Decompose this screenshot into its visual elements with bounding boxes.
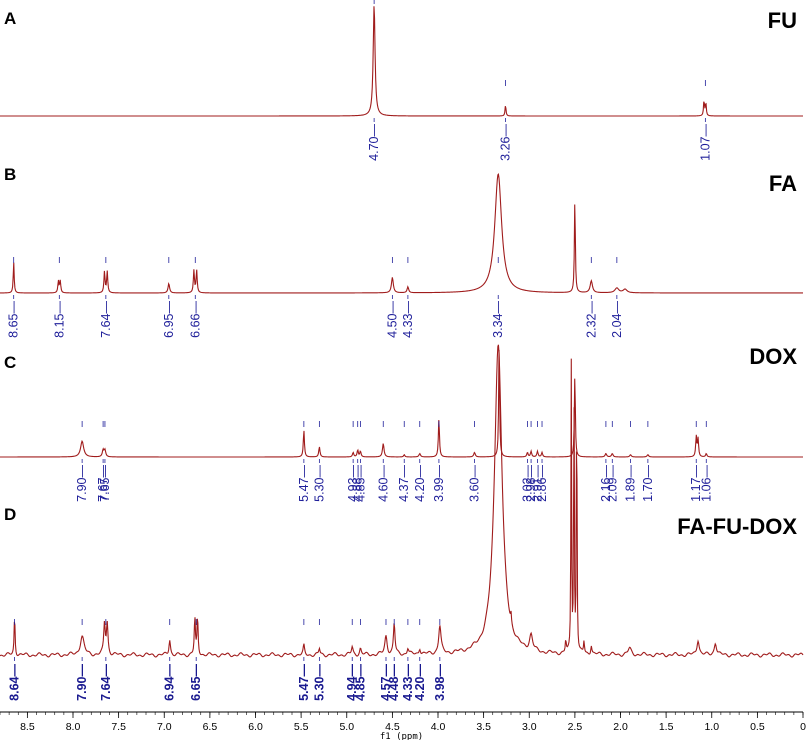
- peak-label: 6.94—: [163, 664, 177, 701]
- peak-label: 3.60—: [468, 465, 482, 502]
- panel-title: DOX: [749, 344, 797, 369]
- spectrum-panel-a: A FU 4.70— 3.26— 1.07—: [0, 0, 803, 161]
- spectrum-line: [0, 344, 804, 658]
- spectrum-line: [0, 173, 803, 294]
- peak-label: 2.86—: [535, 465, 549, 502]
- x-tick-label: 8.0: [66, 721, 81, 733]
- panel-title: FA-FU-DOX: [677, 514, 797, 539]
- peak-label: 4.60—: [376, 465, 390, 502]
- x-tick-label: 4.0: [431, 721, 446, 733]
- peak-label: 4.88—: [351, 465, 365, 502]
- peak-label: 4.37—: [397, 465, 411, 502]
- peak-label: 4.20—: [413, 465, 427, 502]
- x-tick-label: 1.5: [659, 721, 674, 733]
- x-tick-label: 3.0: [522, 721, 537, 733]
- peak-label: 4.33—: [401, 664, 415, 701]
- peak-label: 5.47—: [297, 664, 311, 701]
- peak-label: 7.64—: [99, 664, 113, 701]
- peak-label: 3.26—: [499, 124, 513, 161]
- x-tick-label: 6.5: [203, 721, 218, 733]
- panel-letter: A: [4, 9, 16, 28]
- x-tick-label: 3.5: [476, 721, 491, 733]
- x-tick-label: 1.0: [704, 721, 719, 733]
- spectrum-panel-d: D FA-FU-DOX 8.64— 7.90— 7.64— 6.94— 6.65— 5.47—…: [0, 344, 804, 701]
- peak-label: 2.04—: [610, 301, 624, 338]
- peak-label: 7.90—: [75, 465, 89, 502]
- peak-label: 1.89—: [624, 465, 638, 502]
- peak-label: 4.33—: [401, 301, 415, 338]
- peak-label: 8.65—: [7, 301, 21, 338]
- peak-label: 4.93—: [346, 465, 360, 502]
- peak-label: 7.90—: [75, 664, 89, 701]
- panel-letter: B: [4, 165, 16, 184]
- peak-label: 2.91—: [531, 465, 545, 502]
- peak-label: 3.02—: [520, 465, 534, 502]
- spectrum-panel-b: B FA 8.65— 8.15— 7.64— 6.95— 6.66— 4.50— 4.33— 3.…: [0, 165, 803, 338]
- peak-label: 3.98—: [433, 664, 447, 701]
- x-tick-label: 0: [800, 721, 806, 733]
- peak-label: 4.48—: [387, 664, 401, 701]
- peak-label: 4.85—: [353, 664, 367, 701]
- peak-label: 2.98—: [524, 465, 538, 502]
- peak-label: 5.30—: [312, 664, 326, 701]
- x-tick-label: 0.5: [750, 721, 765, 733]
- panel-title: FA: [769, 171, 797, 196]
- spectrum-line: [0, 350, 803, 458]
- peak-label: 4.50—: [385, 301, 399, 338]
- peak-label: 6.95—: [162, 301, 176, 338]
- peak-label: 5.47—: [297, 465, 311, 502]
- peak-label: 3.34—: [491, 301, 505, 338]
- x-tick-label: 6.0: [248, 721, 263, 733]
- peak-label: 4.70—: [367, 124, 381, 161]
- peak-label: 8.15—: [52, 301, 66, 338]
- x-tick-label: 2.0: [613, 721, 628, 733]
- peak-label: 4.94—: [345, 664, 359, 701]
- peak-label: 4.57—: [379, 664, 393, 701]
- x-tick-label: 8.5: [20, 721, 35, 733]
- peak-label: 7.67—: [96, 465, 110, 502]
- peak-label: 1.07—: [698, 124, 712, 161]
- peak-label: 7.65—: [98, 465, 112, 502]
- spectrum-line: [0, 6, 803, 117]
- peak-label: 1.06—: [699, 465, 713, 502]
- peak-label: 4.85—: [353, 465, 367, 502]
- peak-label: 5.30—: [312, 465, 326, 502]
- panel-letter: D: [4, 505, 16, 524]
- x-axis-title: f1 (ppm): [380, 732, 423, 740]
- panel-letter: C: [4, 353, 16, 372]
- x-axis: 8.5 8.0 7.5 7.0 6.5 6.0 5.5 5.0 4.5 4.0 3.5 3.0 2.5 2…: [0, 711, 806, 740]
- x-tick-label: 7.0: [157, 721, 172, 733]
- x-tick-label: 2.5: [568, 721, 583, 733]
- peak-label: 2.16—: [599, 465, 613, 502]
- peak-label: 2.09—: [605, 465, 619, 502]
- peak-label: 1.70—: [641, 465, 655, 502]
- peak-label: 6.65—: [189, 664, 203, 701]
- peak-label: 4.20—: [413, 664, 427, 701]
- x-tick-label: 5.0: [339, 721, 354, 733]
- peak-label: 3.99—: [432, 465, 446, 502]
- x-tick-label: 5.5: [294, 721, 309, 733]
- peak-label: 6.66—: [188, 301, 202, 338]
- x-tick-label: 4.5: [385, 721, 400, 733]
- spectrum-panels: A FU 4.70— 3.26— 1.07— B FA 8.65— 8.15— 7.64— 6.95…: [0, 0, 804, 701]
- peak-label: 8.64—: [8, 664, 22, 701]
- x-tick-label: 7.5: [111, 721, 126, 733]
- peak-label: 7.64—: [99, 301, 113, 338]
- peak-label: 1.17—: [689, 465, 703, 502]
- panel-title: FU: [768, 8, 797, 33]
- peak-label: 2.32—: [584, 301, 598, 338]
